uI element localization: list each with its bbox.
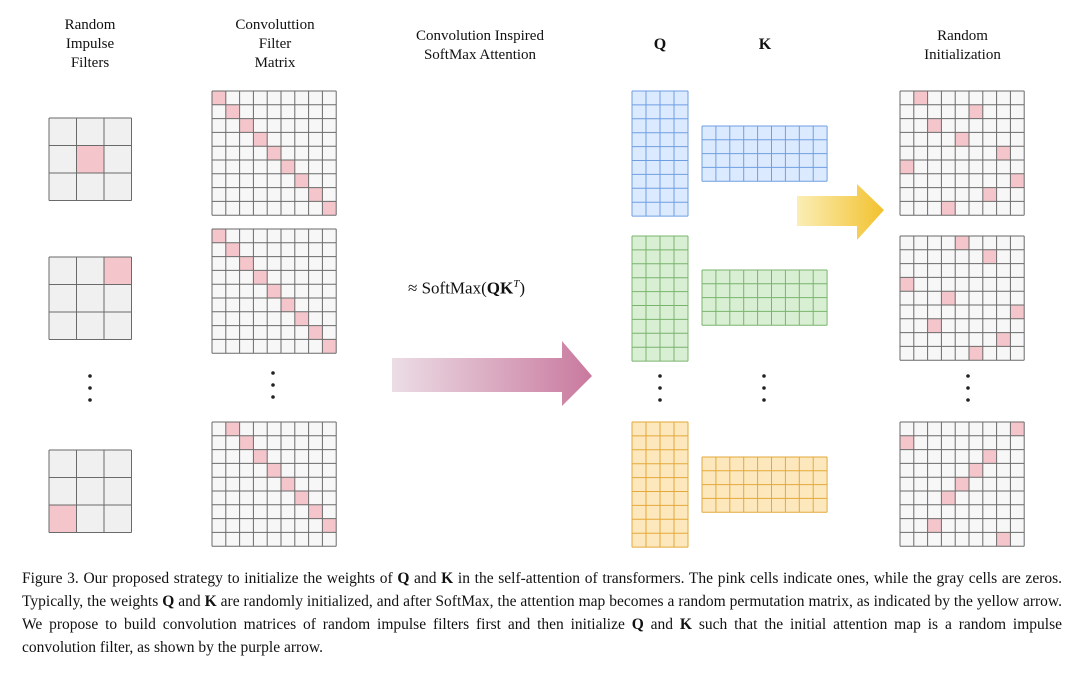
conv-matrix-diag-cell	[239, 256, 254, 271]
ellipsis-dot	[762, 374, 766, 378]
impulse-filter-one-cell	[104, 257, 132, 285]
random-matrix-one-cell	[900, 435, 914, 450]
conv-matrix-diag-cell	[267, 146, 281, 160]
ellipsis-dot	[658, 398, 662, 402]
conv-matrix-diag-cell	[281, 160, 295, 174]
random-matrix-one-cell	[927, 518, 942, 533]
purple-arrow	[392, 341, 592, 406]
conv-matrix-diag-cell	[253, 270, 268, 285]
conv-matrix-diag-cell	[225, 422, 240, 436]
label-conv-filter-matrix: Convoluttion Filter Matrix	[235, 17, 315, 71]
ellipsis-dot	[658, 386, 662, 390]
label-conv-inspired-attention: Convolution Inspired SoftMax Attention	[416, 28, 544, 63]
label-random-initialization: Random Initialization	[924, 28, 1001, 63]
ellipsis-dot	[271, 395, 275, 399]
ellipsis-dot	[271, 383, 275, 387]
ellipsis-dot	[88, 374, 92, 378]
conv-matrix-diag-cell	[267, 284, 281, 298]
conv-matrix-diag-cell	[239, 118, 254, 133]
conv-matrix-diag-cell	[294, 173, 309, 188]
ellipsis-dot	[88, 386, 92, 390]
conv-matrix-diag-cell	[322, 518, 337, 533]
random-matrix-one-cell	[969, 346, 983, 361]
conv-matrix-diag-cell	[267, 463, 281, 478]
random-matrix-one-cell	[982, 449, 997, 464]
conv-matrix-diag-cell	[253, 132, 268, 147]
random-matrix-one-cell	[969, 463, 983, 478]
random-matrix-one-cell	[927, 118, 942, 133]
random-matrix-one-cell	[969, 104, 983, 119]
conv-matrix-diag-cell	[322, 339, 337, 354]
conv-matrix-diag-cell	[308, 325, 323, 340]
conv-matrix-diag-cell	[308, 504, 323, 519]
random-matrix-one-cell	[996, 532, 1011, 547]
impulse-filter-one-cell	[49, 505, 77, 533]
random-matrix-one-cell	[941, 201, 956, 216]
random-matrix-one-cell	[955, 236, 969, 250]
random-matrix-one-cell	[996, 332, 1011, 347]
random-matrix-one-cell	[927, 318, 942, 333]
conv-matrix-diag-cell	[294, 491, 309, 505]
random-matrix-one-cell	[900, 160, 914, 174]
random-matrix-one-cell	[955, 132, 969, 147]
label-random-impulse-filters: Random Impulse Filters	[64, 17, 116, 71]
conv-matrix-diag-cell	[308, 187, 323, 202]
ellipsis-dot	[966, 398, 970, 402]
random-matrix-one-cell	[996, 146, 1011, 160]
random-matrix-one-cell	[1010, 305, 1025, 319]
conv-matrix-diag-cell	[239, 435, 254, 450]
impulse-filter-one-cell	[76, 145, 104, 173]
random-matrix-one-cell	[900, 277, 914, 292]
conv-matrix-bg	[212, 422, 337, 547]
ellipsis-dot	[658, 374, 662, 378]
conv-matrix-diag-cell	[281, 477, 295, 491]
ellipsis-dot	[271, 371, 275, 375]
ellipsis-dot	[966, 386, 970, 390]
figure-diagram	[48, 90, 1025, 548]
random-matrix-one-cell	[941, 491, 956, 505]
figure-caption: Figure 3. Our proposed strategy to initi…	[22, 570, 1063, 656]
random-matrix-one-cell	[1010, 422, 1025, 436]
random-matrix-one-cell	[982, 187, 997, 202]
softmax-formula: ≈ SoftMax(QKT)	[408, 278, 525, 298]
conv-matrix-diag-cell	[322, 201, 337, 216]
conv-matrix-diag-cell	[225, 104, 240, 119]
label-q: Q	[653, 36, 667, 53]
conv-matrix-diag-cell	[294, 311, 309, 326]
random-matrix-one-cell	[955, 477, 969, 491]
random-matrix-one-cell	[941, 291, 956, 305]
conv-matrix-diag-cell	[212, 229, 226, 243]
label-k: K	[758, 36, 772, 53]
conv-matrix-diag-cell	[225, 242, 240, 257]
conv-matrix-diag-cell	[253, 449, 268, 464]
random-matrix-one-cell	[913, 91, 928, 105]
ellipsis-dot	[762, 398, 766, 402]
yellow-arrow	[797, 184, 884, 240]
conv-matrix-diag-cell	[212, 91, 226, 105]
random-matrix-one-cell	[982, 249, 997, 264]
conv-matrix-diag-cell	[281, 298, 295, 312]
random-matrix-one-cell	[1010, 173, 1025, 188]
ellipsis-dot	[966, 374, 970, 378]
ellipsis-dot	[88, 398, 92, 402]
ellipsis-dot	[762, 386, 766, 390]
